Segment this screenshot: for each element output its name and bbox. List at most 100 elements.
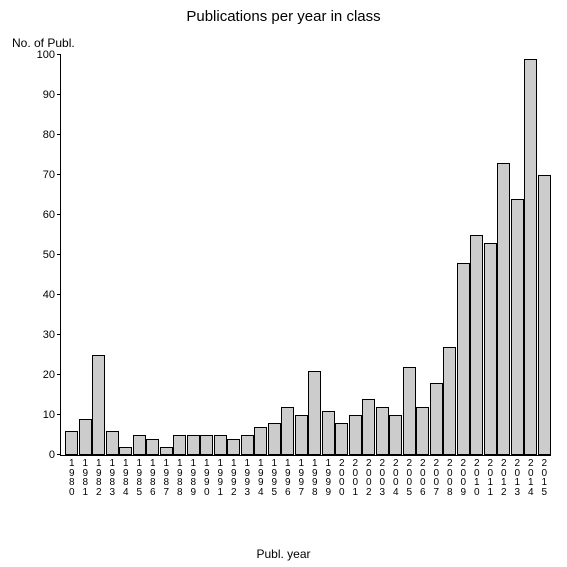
bar (470, 235, 483, 455)
bar (106, 431, 119, 455)
bar (497, 163, 510, 455)
chart-container: Publications per year in class No. of Pu… (0, 0, 567, 567)
y-tick-mark (57, 254, 61, 255)
x-tick-label: 2010 (470, 455, 484, 497)
y-tick-label: 50 (15, 249, 61, 261)
bar (241, 435, 254, 455)
y-tick-label: 10 (15, 409, 61, 421)
y-tick-mark (57, 414, 61, 415)
y-tick-mark (57, 94, 61, 95)
bar (389, 415, 402, 455)
y-tick-mark (57, 174, 61, 175)
x-tick-label: 1984 (119, 455, 133, 497)
plot-area: 1980198119821983198419851986198719881989… (60, 55, 551, 456)
x-tick-label: 2005 (403, 455, 417, 497)
x-tick-label: 1995 (268, 455, 282, 497)
y-tick-label: 70 (15, 169, 61, 181)
x-tick-label: 2013 (511, 455, 525, 497)
x-tick-label: 2002 (362, 455, 376, 497)
x-tick-label: 1992 (227, 455, 241, 497)
bar (268, 423, 281, 455)
x-tick-label: 2003 (376, 455, 390, 497)
y-tick-mark (57, 374, 61, 375)
bar (119, 447, 132, 455)
x-tick-label: 2007 (430, 455, 444, 497)
bar (416, 407, 429, 455)
bar (538, 175, 551, 455)
x-tick-label: 2001 (349, 455, 363, 497)
bar (92, 355, 105, 455)
bar (227, 439, 240, 455)
bar (308, 371, 321, 455)
x-tick-label: 2000 (335, 455, 349, 497)
x-tick-label: 1987 (160, 455, 174, 497)
y-axis-label: No. of Publ. (12, 36, 75, 50)
bar (133, 435, 146, 455)
bar (349, 415, 362, 455)
y-tick-label: 40 (15, 289, 61, 301)
x-axis-label: Publ. year (0, 547, 567, 561)
bar (524, 59, 537, 455)
x-tick-label: 1985 (133, 455, 147, 497)
x-tick-label: 2015 (538, 455, 552, 497)
bar (173, 435, 186, 455)
x-tick-label: 2009 (457, 455, 471, 497)
y-tick-label: 20 (15, 369, 61, 381)
y-tick-mark (57, 214, 61, 215)
x-tick-label: 1999 (322, 455, 336, 497)
bar (335, 423, 348, 455)
bar (254, 427, 267, 455)
x-tick-label: 1986 (146, 455, 160, 497)
bar (295, 415, 308, 455)
x-tick-label: 1983 (106, 455, 120, 497)
bar (281, 407, 294, 455)
x-tick-label: 1988 (173, 455, 187, 497)
x-tick-label: 1993 (241, 455, 255, 497)
y-tick-mark (57, 134, 61, 135)
bar (376, 407, 389, 455)
x-ticks-group: 1980198119821983198419851986198719881989… (61, 455, 551, 497)
x-tick-label: 1996 (281, 455, 295, 497)
x-tick-label: 1981 (79, 455, 93, 497)
x-tick-label: 1989 (187, 455, 201, 497)
bar (430, 383, 443, 455)
x-tick-label: 2014 (524, 455, 538, 497)
bar (160, 447, 173, 455)
chart-title: Publications per year in class (0, 8, 567, 25)
y-tick-mark (57, 334, 61, 335)
bar (187, 435, 200, 455)
bar (362, 399, 375, 455)
x-tick-label: 1990 (200, 455, 214, 497)
y-tick-label: 80 (15, 129, 61, 141)
x-tick-label: 2008 (443, 455, 457, 497)
y-tick-label: 90 (15, 89, 61, 101)
bar (146, 439, 159, 455)
bar (457, 263, 470, 455)
x-tick-label: 2012 (497, 455, 511, 497)
x-tick-label: 1980 (65, 455, 79, 497)
x-tick-label: 2011 (484, 455, 498, 497)
y-tick-mark (57, 54, 61, 55)
y-tick-mark (57, 454, 61, 455)
x-tick-label: 1994 (254, 455, 268, 497)
y-tick-label: 30 (15, 329, 61, 341)
bar (511, 199, 524, 455)
y-tick-label: 60 (15, 209, 61, 221)
x-tick-label: 1991 (214, 455, 228, 497)
x-tick-label: 1982 (92, 455, 106, 497)
y-tick-label: 100 (15, 49, 61, 61)
bar (484, 243, 497, 455)
bar (214, 435, 227, 455)
bar (443, 347, 456, 455)
y-tick-mark (57, 294, 61, 295)
bar (403, 367, 416, 455)
bar (322, 411, 335, 455)
bar (200, 435, 213, 455)
bar (65, 431, 78, 455)
y-tick-label: 0 (15, 449, 61, 461)
x-tick-label: 2004 (389, 455, 403, 497)
x-tick-label: 2006 (416, 455, 430, 497)
bars-group (61, 55, 551, 455)
x-tick-label: 1997 (295, 455, 309, 497)
bar (79, 419, 92, 455)
